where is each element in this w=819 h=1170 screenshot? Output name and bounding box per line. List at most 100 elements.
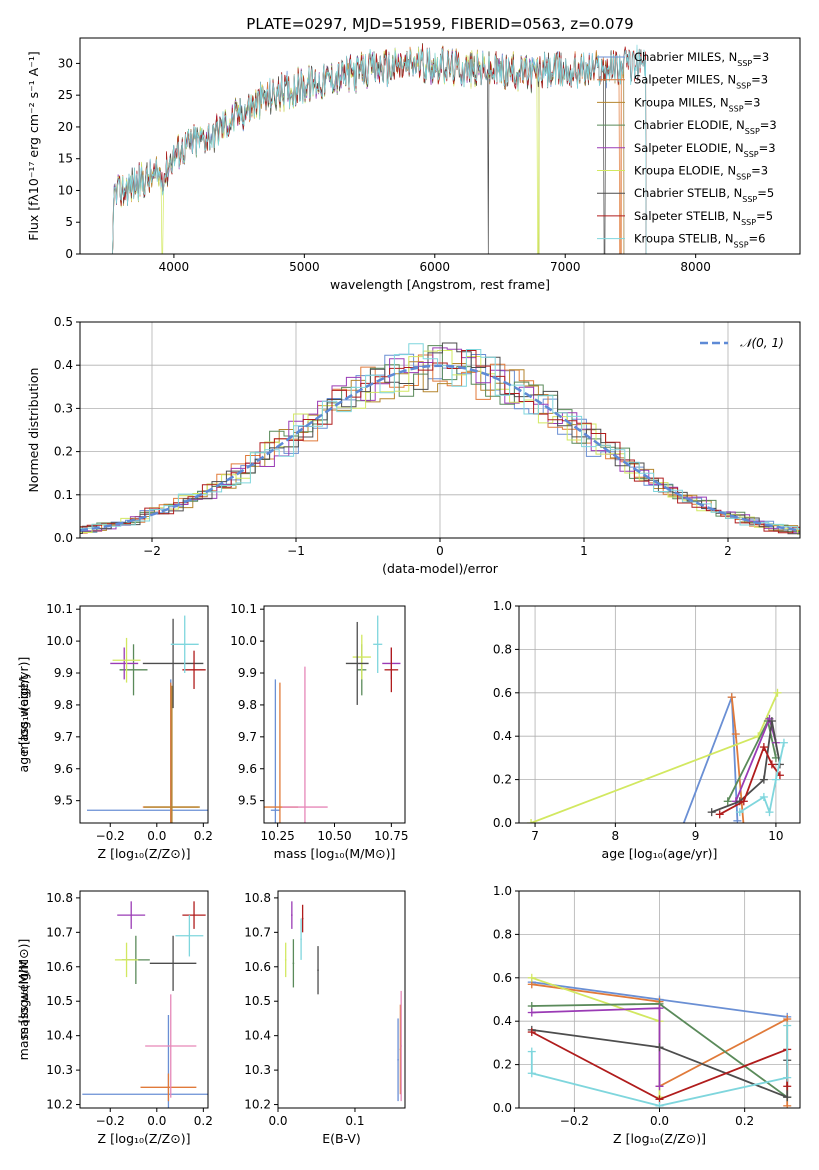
y-tick-label: 10.0	[230, 634, 257, 648]
x-tick-label: 6000	[420, 260, 451, 274]
y-tick-label: 10.2	[244, 1098, 271, 1112]
errorbar-point	[112, 637, 141, 683]
mass-weight-marker	[759, 792, 768, 801]
errorbar-point	[170, 615, 199, 674]
y-tick-label: 10.6	[46, 960, 73, 974]
errorbar-point	[182, 901, 206, 929]
y-tick-label: 0.1	[54, 488, 73, 502]
plot-area-spectrum	[112, 42, 647, 254]
mass-weight-marker	[771, 775, 780, 784]
errorbar-point	[397, 1018, 399, 1102]
y-tick-label: 9.6	[54, 762, 73, 776]
x-tick-label: −0.2	[96, 829, 125, 843]
legend-entry: Chabrier ELODIE, NSSP=3	[634, 118, 777, 136]
errorbar-point	[149, 935, 197, 991]
plot-area-mass_vs_ebv	[284, 901, 402, 1102]
x-tick-label: 0.0	[650, 1114, 669, 1128]
y-tick-label: 0.8	[493, 642, 512, 656]
y-tick-label: 1.0	[493, 884, 512, 898]
y-tick-label: 0.2	[54, 445, 73, 459]
plot-area-age_vs_z	[86, 615, 208, 823]
errorbar-point	[345, 621, 369, 705]
y-tick-label: 0.0	[493, 1101, 512, 1115]
legend-entry: Chabrier STELIB, NSSP=5	[634, 186, 774, 204]
mass-weight-marker	[739, 797, 748, 806]
errorbar-point	[301, 904, 304, 933]
errorbar-point	[282, 666, 328, 823]
y-axis-label: mass weight	[16, 675, 31, 754]
mass-weight-marker	[779, 738, 788, 747]
mass-weight-marker	[783, 1021, 792, 1030]
y-tick-label: 10.8	[46, 891, 73, 905]
errorbar-point	[142, 618, 204, 709]
x-tick-label: 2	[724, 544, 732, 558]
x-tick-label: 0.1	[345, 1114, 364, 1128]
y-tick-label: 10.7	[46, 925, 73, 939]
errorbar-point	[373, 615, 383, 674]
errorbar-point	[352, 634, 371, 680]
y-tick-label: 10.1	[46, 602, 73, 616]
y-tick-label: 30	[58, 56, 73, 70]
x-tick-label: 8000	[680, 260, 711, 274]
errorbar-point	[140, 1073, 197, 1102]
panel-mass_vs_ebv: 0.0 0.1 10.2 10.3 10.4 10.5 10.6 10.7 10.8 E(B-V)	[244, 890, 406, 1146]
y-tick-label: 0.4	[493, 1014, 512, 1028]
y-tick-label: 10.7	[244, 925, 271, 939]
y-tick-label: 0.6	[493, 686, 512, 700]
axes-frame-age_vs_z	[79, 605, 209, 824]
mass-weight-marker	[759, 743, 768, 752]
x-tick-label: 10	[768, 829, 783, 843]
x-axis-label: age [log₁₀(age/yr)]	[602, 846, 718, 861]
errorbar-point	[110, 647, 139, 680]
panel-spectrum: 4000 5000 6000 7000 8000 0 5 10 15 20 25 30 waveleng…	[26, 37, 801, 292]
x-axis-label: (data-model)/error	[382, 561, 499, 576]
figure-title: PLATE=0297, MJD=51959, FIBERID=0563, z=0…	[246, 15, 633, 33]
y-tick-label: 10.1	[230, 602, 257, 616]
x-tick-label: 0.2	[194, 1114, 213, 1128]
mass-weight-marker	[707, 808, 716, 817]
mass-weight-marker	[527, 1047, 536, 1056]
mass-weight-marker	[783, 1082, 792, 1091]
y-tick-label: 1.0	[493, 599, 512, 613]
y-tick-label: 10	[58, 183, 73, 197]
y-tick-label: 0.4	[493, 729, 512, 743]
y-tick-label: 9.8	[54, 698, 73, 712]
y-tick-label: 9.5	[238, 794, 257, 808]
y-tick-label: 25	[58, 88, 73, 102]
plot-area-mass_vs_z	[82, 901, 208, 1108]
errorbar-point	[117, 901, 146, 929]
errorbar-point	[114, 942, 139, 978]
y-tick-label: 10.0	[46, 634, 73, 648]
errorbar-point	[182, 650, 206, 689]
mass-weight-marker	[655, 1082, 664, 1091]
mass-weight-marker	[731, 730, 740, 739]
residual-legend: 𝒩(0, 1)	[700, 336, 784, 350]
x-tick-label: 10.25	[260, 829, 294, 843]
plot-area-age_vs_mass	[264, 615, 401, 823]
mass-weight-marker	[527, 1028, 536, 1037]
y-tick-label: 9.6	[238, 762, 257, 776]
x-tick-label: 10.50	[317, 829, 351, 843]
mass-weight-marker	[727, 693, 736, 702]
mass-weight-marker	[759, 775, 768, 784]
x-tick-label: 9	[692, 829, 700, 843]
mass-weight-marker	[723, 797, 732, 806]
panel-mass_vs_z: −0.2 0.0 0.2 10.2 10.3 10.4 10.5 10.6 10.7 10.8 Z …	[16, 890, 213, 1146]
errorbar-point	[300, 918, 302, 960]
axes-frame-mass_vs_z	[79, 890, 209, 1109]
residual-histogram	[80, 350, 800, 534]
x-tick-label: 5000	[289, 260, 320, 274]
x-axis-label: wavelength [Angstrom, rest frame]	[330, 277, 550, 292]
legend-entry: Chabrier MILES, NSSP=3	[634, 50, 769, 68]
mass-weight-marker	[527, 1069, 536, 1078]
y-tick-label: 9.8	[238, 698, 257, 712]
y-tick-label: 10.3	[244, 1063, 271, 1077]
y-tick-label: 10.5	[244, 994, 271, 1008]
x-tick-label: 0.2	[194, 829, 213, 843]
y-tick-label: 9.7	[54, 730, 73, 744]
y-tick-label: 20	[58, 120, 73, 134]
x-tick-label: 0.2	[735, 1114, 754, 1128]
y-tick-label: 0.4	[54, 358, 73, 372]
mass-weight-marker	[765, 808, 774, 817]
y-tick-label: 9.9	[238, 666, 257, 680]
